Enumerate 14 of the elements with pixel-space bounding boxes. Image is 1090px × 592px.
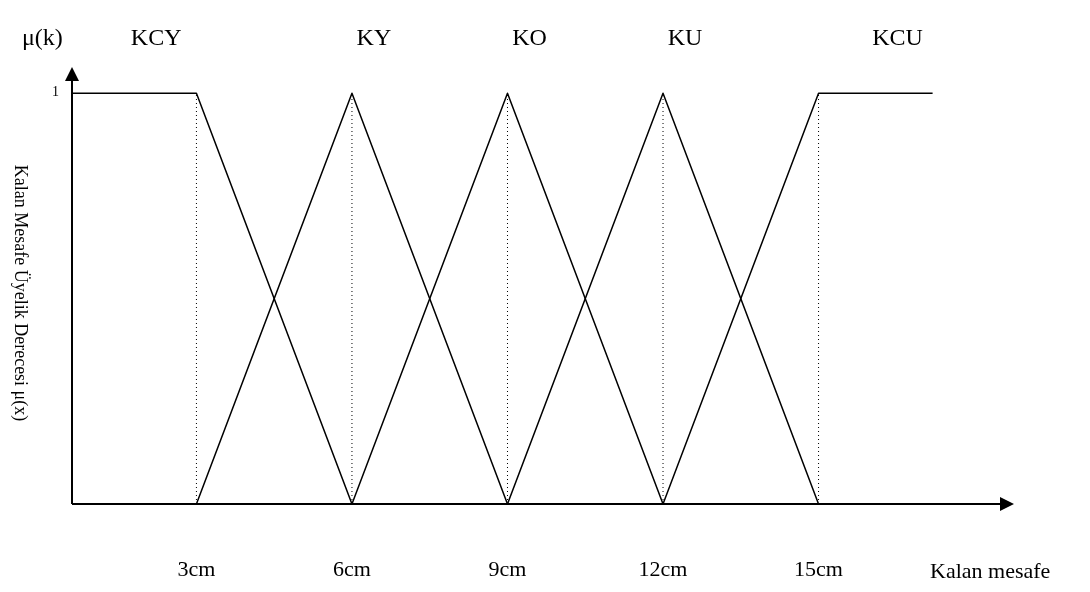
series-label: KCU bbox=[872, 24, 923, 51]
x-tick-label: 3cm bbox=[177, 555, 216, 581]
x-axis-title: Kalan mesafe bbox=[930, 558, 1051, 584]
series-label: KU bbox=[667, 24, 703, 51]
x-tick-label: 12cm bbox=[638, 555, 688, 581]
x-tick-label: 6cm bbox=[333, 555, 371, 581]
text: 1 bbox=[52, 84, 59, 101]
x-tick-label: 15cm bbox=[794, 555, 843, 581]
x-tick-label: 9cm bbox=[488, 555, 527, 581]
series-label: KO bbox=[512, 24, 547, 51]
y-axis-title: Kalan Mesafe Üyelik Derecesi μ(x) bbox=[9, 164, 31, 421]
series-label: KY bbox=[356, 24, 392, 51]
chart-title: μ(k) bbox=[22, 24, 63, 51]
series-label: KCY bbox=[130, 24, 182, 51]
